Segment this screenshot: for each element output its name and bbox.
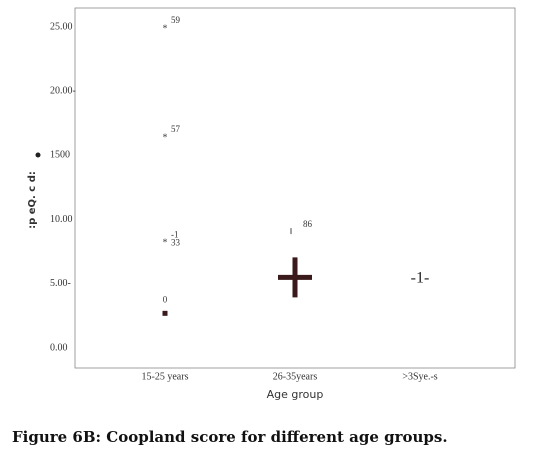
y-tick-label: 10.00 (50, 214, 73, 225)
point-label: 33 (171, 237, 181, 247)
x-tick-label: >3Sye.-s (402, 371, 437, 382)
median-cross (278, 274, 312, 280)
point-label: -1- (411, 269, 430, 286)
y-tick-label: 20.00- (50, 85, 76, 96)
x-axis-label: Age group (267, 388, 324, 401)
point-label: -1 (171, 229, 179, 239)
y-tick-label: 1500 (50, 150, 70, 161)
point-label: 59 (171, 15, 181, 25)
y-tick-label: 0.00 (50, 342, 68, 353)
point-label: 0 (163, 294, 168, 304)
y-axis-label: :p eQ. c d: (27, 171, 38, 229)
y-tick-label: 5.00- (50, 278, 71, 289)
y-tick-label: 25.00 (50, 21, 73, 32)
point-label: 57 (171, 124, 181, 134)
point-label: 86 (303, 219, 313, 229)
x-tick-label: 26-35years (273, 371, 318, 382)
outlier: * (163, 132, 168, 143)
x-tick-label: 15-25 years (142, 371, 189, 382)
point (162, 310, 168, 316)
bullet (35, 152, 41, 158)
caption: Figure 6B: Coopland score for different … (12, 428, 448, 446)
outlier: * (163, 238, 168, 249)
plot-frame (74, 7, 516, 369)
outlier: * (163, 23, 168, 34)
